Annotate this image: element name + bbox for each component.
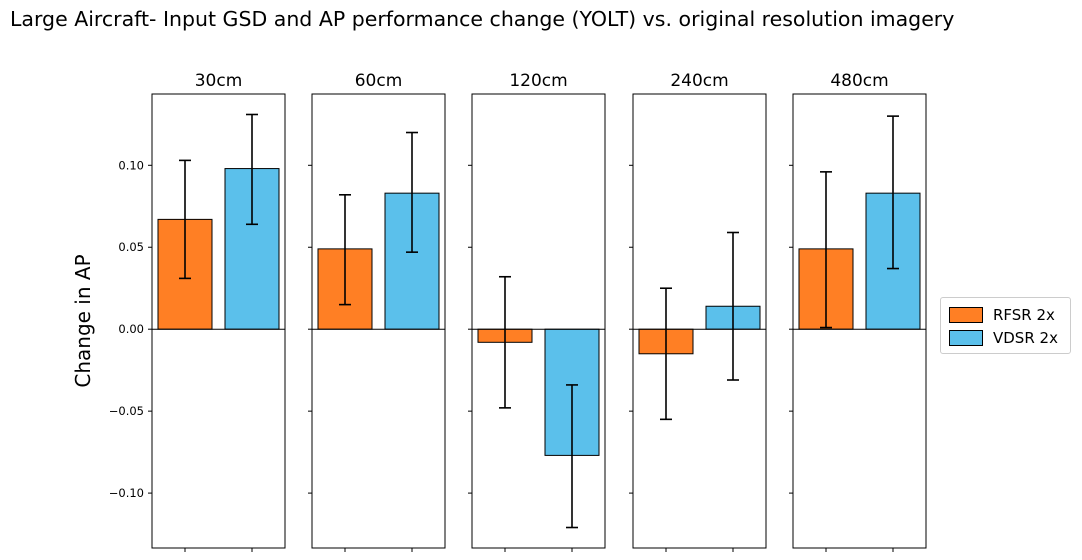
y-tick-label-0: −0.10 xyxy=(109,486,144,500)
panel-title-480cm: 480cm xyxy=(830,71,888,91)
legend-item-rfsr: RFSR 2x xyxy=(949,303,1062,326)
legend-label-rfsr: RFSR 2x xyxy=(993,305,1055,324)
legend-label-vdsr: VDSR 2x xyxy=(993,328,1058,347)
legend: RFSR 2x VDSR 2x xyxy=(940,297,1071,354)
legend-swatch-rfsr xyxy=(949,306,983,323)
panels-group: 30cm −0.10 −0.05 0.00 0.05 0.10 60cm 120cm 240cm… xyxy=(109,71,927,552)
y-tick-label-2: 0.00 xyxy=(118,322,144,336)
panel-title-60cm: 60cm xyxy=(355,71,403,91)
y-tick-label-4: 0.10 xyxy=(118,158,144,172)
panel-frame-30cm xyxy=(151,93,286,549)
panel-frame-240cm xyxy=(632,93,767,549)
panel-frame-480cm xyxy=(792,93,927,549)
legend-item-vdsr: VDSR 2x xyxy=(949,326,1062,349)
figure-title: Large Aircraft- Input GSD and AP perform… xyxy=(10,7,954,31)
panel-title-30cm: 30cm xyxy=(195,71,243,91)
panel-title-240cm: 240cm xyxy=(670,71,728,91)
y-tick-label-1: −0.05 xyxy=(109,404,144,418)
y-tick-label-3: 0.05 xyxy=(118,240,144,254)
panel-frame-60cm xyxy=(311,93,446,549)
panel-title-120cm: 120cm xyxy=(509,71,567,91)
legend-swatch-vdsr xyxy=(949,329,983,346)
panel-frame-120cm xyxy=(471,93,606,549)
y-axis-label: Change in AP xyxy=(71,254,95,387)
